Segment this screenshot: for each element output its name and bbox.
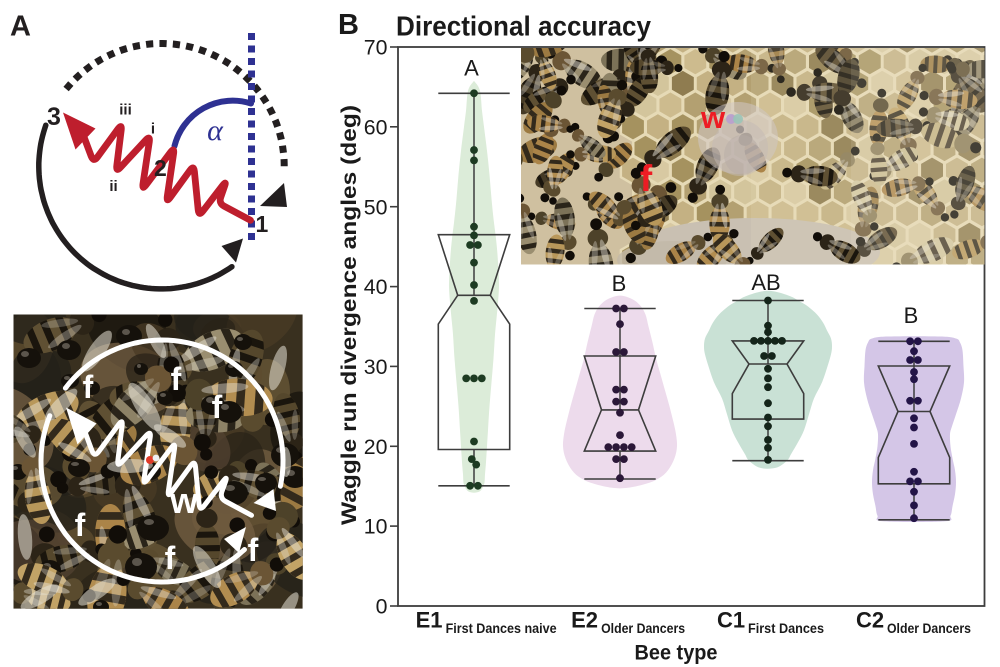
- svg-text:E1: E1: [416, 608, 443, 633]
- svg-text:Directional accuracy: Directional accuracy: [396, 11, 651, 42]
- svg-text:ii: ii: [109, 178, 117, 195]
- svg-text:Older Dancers: Older Dancers: [887, 620, 971, 636]
- svg-text:f: f: [83, 369, 94, 405]
- svg-text:A: A: [464, 56, 479, 81]
- svg-text:1: 1: [256, 211, 269, 237]
- svg-text:f: f: [171, 361, 182, 397]
- svg-text:First Dances: First Dances: [748, 620, 824, 636]
- svg-text:B: B: [904, 303, 919, 328]
- svg-text:E2: E2: [571, 608, 598, 633]
- svg-text:B: B: [338, 9, 359, 41]
- svg-text:Bee type: Bee type: [635, 641, 718, 665]
- svg-text:C1: C1: [717, 608, 745, 633]
- svg-text:30: 30: [364, 355, 388, 379]
- svg-text:f: f: [640, 158, 653, 199]
- svg-text:Older Dancers: Older Dancers: [601, 620, 685, 636]
- svg-text:3: 3: [47, 103, 61, 131]
- svg-text:0: 0: [376, 595, 388, 619]
- svg-text:40: 40: [364, 275, 388, 299]
- svg-text:w: w: [700, 100, 726, 135]
- svg-text:f: f: [248, 532, 259, 568]
- svg-text:f: f: [212, 389, 223, 425]
- svg-text:i: i: [151, 121, 155, 138]
- svg-text:60: 60: [364, 115, 388, 139]
- svg-text:iii: iii: [119, 102, 132, 119]
- svg-text:10: 10: [364, 515, 388, 539]
- svg-text:50: 50: [364, 195, 388, 219]
- svg-text:2: 2: [154, 155, 167, 181]
- svg-text:B: B: [612, 271, 627, 296]
- svg-text:f: f: [165, 540, 176, 576]
- svg-text:w: w: [169, 480, 199, 521]
- svg-text:20: 20: [364, 435, 388, 459]
- svg-text:C2: C2: [856, 608, 884, 633]
- svg-text:A: A: [10, 11, 31, 43]
- svg-text:70: 70: [364, 36, 388, 60]
- svg-text:AB: AB: [751, 270, 780, 295]
- svg-text:Waggle run divergence angles (: Waggle run divergence angles (deg): [337, 105, 361, 525]
- svg-text:f: f: [75, 507, 86, 543]
- svg-text:α: α: [207, 114, 224, 147]
- svg-text:First Dances naive: First Dances naive: [446, 620, 557, 636]
